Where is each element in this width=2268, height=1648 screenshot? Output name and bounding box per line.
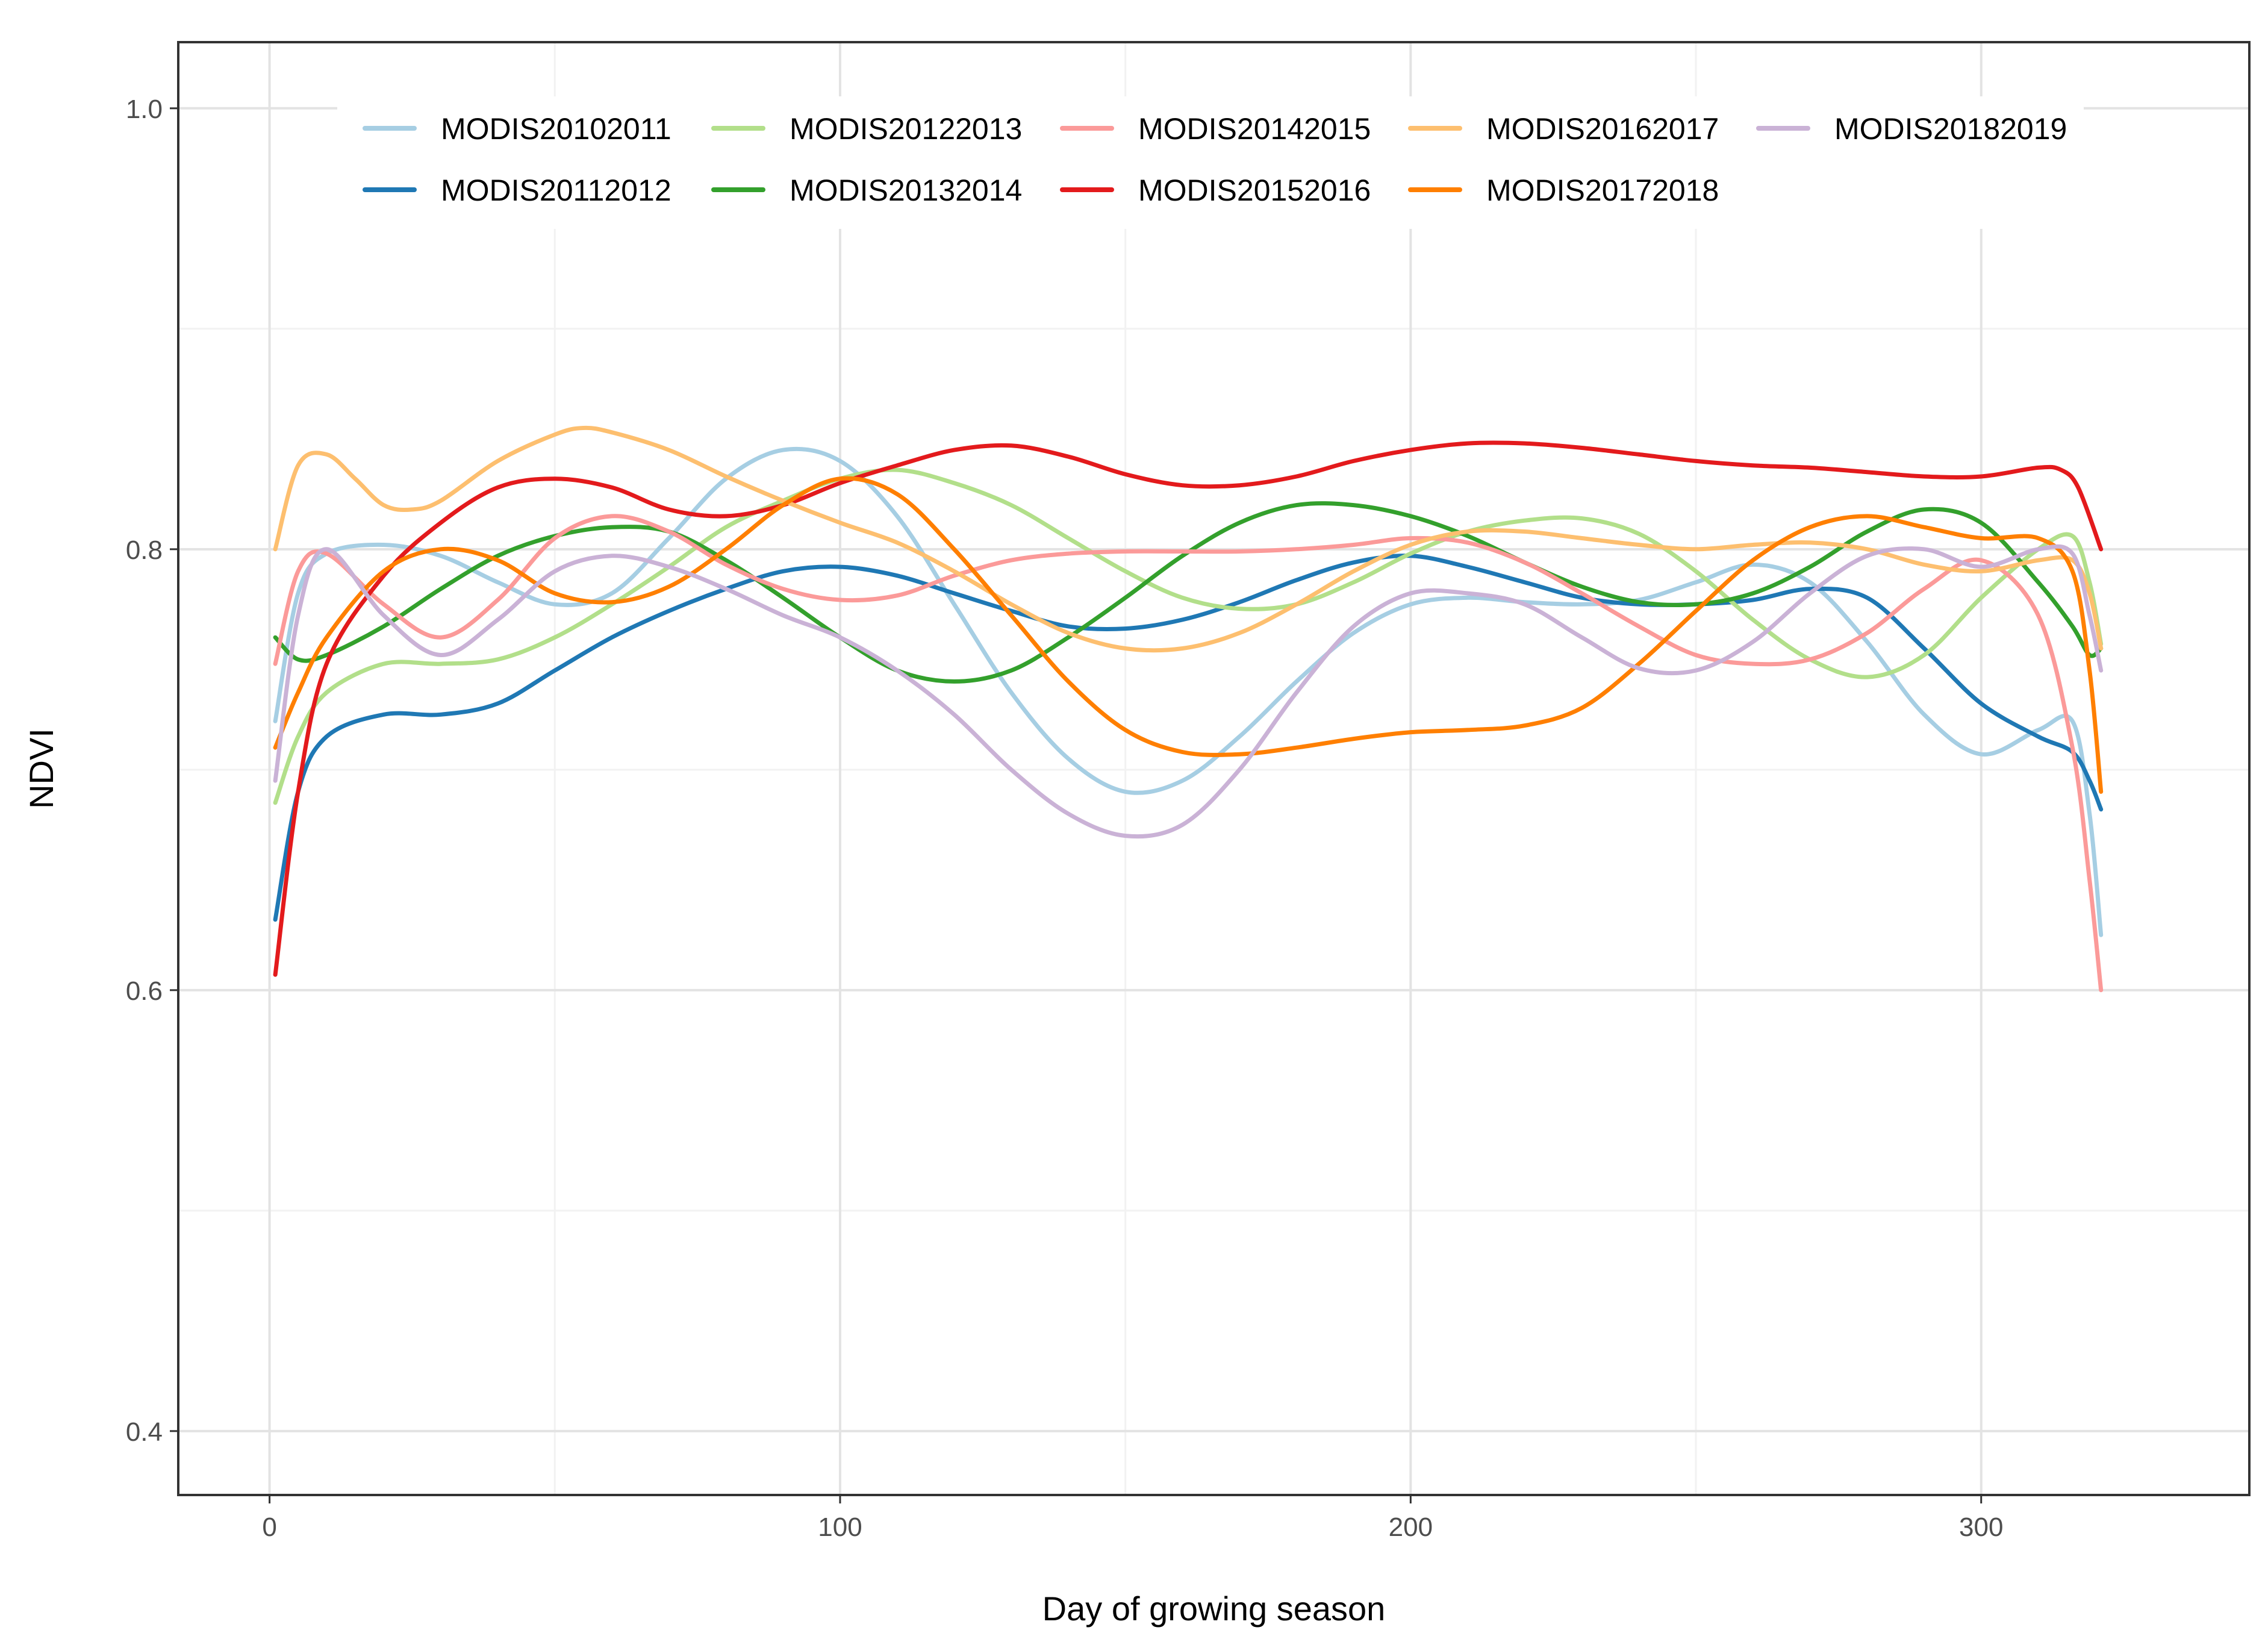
x-axis-title: Day of growing season [1042, 1590, 1386, 1628]
series-lines [273, 425, 2104, 993]
series-line-MODIS20152016 [273, 440, 2104, 977]
y-axis-title: NDVI [22, 728, 60, 809]
x-tick-label: 300 [1959, 1512, 2003, 1542]
legend-label-MODIS20172018: MODIS20172018 [1486, 173, 1719, 207]
legend-label-MODIS20132014: MODIS20132014 [790, 173, 1022, 207]
legend-background [337, 96, 2084, 229]
legend-label-MODIS20112012: MODIS20112012 [441, 173, 671, 207]
series-line-MODIS20182019 [273, 544, 2104, 839]
y-tick-label: 0.4 [126, 1417, 163, 1447]
legend-label-MODIS20152016: MODIS20152016 [1138, 173, 1371, 207]
y-tick-label: 1.0 [126, 95, 163, 124]
series-line-MODIS20122013 [273, 467, 2104, 805]
x-tick-label: 0 [262, 1512, 276, 1542]
plot-panel-border [177, 41, 2251, 1496]
y-tick-label: 0.6 [126, 976, 163, 1006]
legend-label-MODIS20182019: MODIS20182019 [1834, 112, 2067, 146]
series-line-MODIS20162017 [273, 425, 2104, 653]
series-line-MODIS20112012 [273, 554, 2104, 922]
legend-label-MODIS20162017: MODIS20162017 [1486, 112, 1719, 146]
x-tick-label: 100 [818, 1512, 862, 1542]
axis-ticks: 0 100 200 300 0.4 0.6 0.8 1.0 [126, 95, 2004, 1542]
grid [178, 42, 2249, 1495]
y-tick-label: 0.8 [126, 535, 163, 565]
series-line-MODIS20142015 [273, 514, 2104, 993]
legend: MODIS20102011 MODIS20112012 MODIS20122013 M… [337, 96, 2084, 229]
legend-label-MODIS20102011: MODIS20102011 [441, 112, 671, 146]
legend-label-MODIS20122013: MODIS20122013 [790, 112, 1022, 146]
series-line-MODIS20172018 [273, 476, 2104, 794]
legend-label-MODIS20142015: MODIS20142015 [1138, 112, 1371, 146]
x-tick-label: 200 [1389, 1512, 1433, 1542]
